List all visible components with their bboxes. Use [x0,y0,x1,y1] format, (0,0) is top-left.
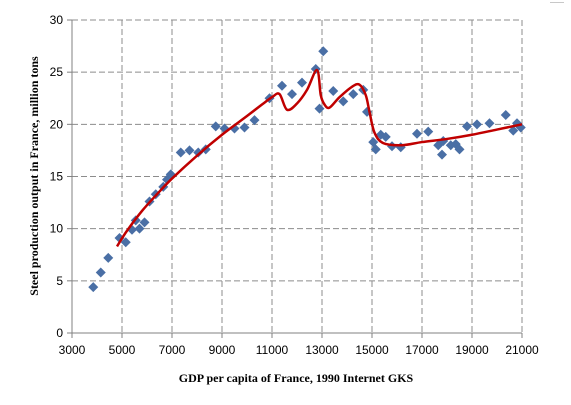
data-point [338,96,349,107]
x-tick-label: 19000 [455,343,489,357]
data-point [328,85,339,96]
x-tick-label: 7000 [159,343,186,357]
y-tick-labels: 0 5 10 15 20 25 30 [50,13,64,340]
data-point [193,147,204,158]
data-point [500,109,511,120]
x-tick-labels: 3000 5000 7000 9000 11000 13000 15000 17000 1900… [59,343,539,357]
data-point [120,237,131,248]
x-tick-label: 21000 [505,343,539,357]
x-axis-title: GDP per capita of France, 1990 Internet … [179,371,414,385]
y-tick-label: 25 [50,65,64,79]
data-point [249,115,260,126]
axes [67,19,523,338]
data-point [370,144,381,155]
data-point [380,131,391,142]
x-tick-label: 9000 [209,343,236,357]
data-point [462,121,472,132]
data-point [297,77,307,88]
data-point [210,121,221,132]
data-point [508,125,519,136]
data-point [139,217,150,228]
data-point [88,282,99,293]
data-point [239,122,250,133]
grid-lines [72,19,523,333]
data-point [484,118,495,129]
y-axis-title: Steel production output in France, milli… [27,56,41,296]
data-point [318,46,329,57]
y-tick-label: 15 [50,170,64,184]
data-point [348,89,359,100]
trend-line [115,68,523,248]
y-tick-label: 5 [56,274,63,288]
data-point [103,252,114,263]
data-point [314,103,325,114]
y-tick-label: 10 [50,222,64,236]
corner-tab-mark [550,2,564,3]
data-point [95,267,106,278]
data-point [412,128,422,139]
data-point [184,145,195,156]
y-tick-label: 30 [50,13,64,27]
x-tick-label: 15000 [355,343,389,357]
x-tick-label: 13000 [305,343,339,357]
data-point [287,89,297,100]
data-point [175,147,186,158]
data-point [277,80,287,91]
data-point [454,144,465,155]
data-point [423,126,434,137]
data-point [472,119,482,130]
trend-series [115,68,523,248]
y-tick-label: 20 [50,117,64,131]
data-point [134,223,145,234]
x-tick-label: 3000 [59,343,86,357]
x-tick-label: 17000 [405,343,439,357]
x-tick-label: 11000 [256,343,289,357]
data-point [437,149,447,160]
y-tick-label: 0 [56,326,63,340]
x-tick-label: 5000 [109,343,136,357]
